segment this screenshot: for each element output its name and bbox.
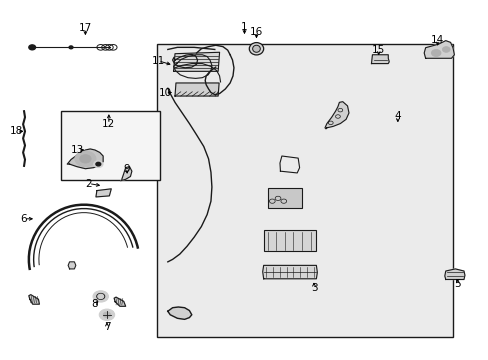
Circle shape — [103, 312, 111, 318]
Circle shape — [442, 47, 449, 52]
Text: 1: 1 — [241, 22, 247, 32]
Text: 8: 8 — [91, 299, 98, 309]
Polygon shape — [96, 189, 111, 197]
Text: 6: 6 — [20, 214, 27, 224]
Text: 15: 15 — [371, 45, 385, 55]
Circle shape — [97, 294, 104, 299]
Text: 14: 14 — [430, 35, 443, 45]
Circle shape — [69, 46, 73, 49]
Polygon shape — [262, 265, 317, 279]
Ellipse shape — [252, 45, 260, 52]
Text: 9: 9 — [123, 165, 130, 174]
Polygon shape — [29, 294, 40, 304]
Circle shape — [93, 291, 108, 302]
Circle shape — [430, 49, 440, 57]
Polygon shape — [444, 269, 464, 279]
Text: 17: 17 — [79, 23, 92, 33]
Polygon shape — [424, 41, 453, 58]
Polygon shape — [67, 149, 103, 169]
Bar — [61, 111, 160, 180]
Polygon shape — [121, 167, 132, 181]
Circle shape — [99, 309, 114, 320]
Text: 3: 3 — [310, 283, 317, 293]
Polygon shape — [68, 262, 76, 269]
Text: 13: 13 — [71, 145, 84, 155]
Polygon shape — [114, 297, 125, 306]
Polygon shape — [167, 307, 191, 319]
Text: 16: 16 — [249, 27, 263, 37]
Circle shape — [80, 154, 91, 163]
Bar — [263, 230, 316, 251]
Circle shape — [96, 162, 101, 166]
Polygon shape — [173, 52, 219, 71]
Bar — [267, 188, 302, 208]
Text: 10: 10 — [159, 87, 172, 98]
Text: 7: 7 — [103, 322, 110, 332]
Text: 11: 11 — [151, 56, 164, 66]
Text: 12: 12 — [102, 119, 115, 129]
Circle shape — [29, 45, 36, 50]
Text: 5: 5 — [453, 279, 460, 289]
Polygon shape — [371, 55, 388, 64]
Bar — [157, 44, 452, 337]
Polygon shape — [172, 54, 197, 68]
Circle shape — [93, 161, 103, 168]
Ellipse shape — [249, 42, 263, 55]
Text: 4: 4 — [394, 112, 400, 121]
Text: 2: 2 — [85, 179, 92, 189]
Circle shape — [98, 294, 103, 298]
Circle shape — [75, 151, 96, 167]
Polygon shape — [325, 102, 348, 129]
Text: 18: 18 — [10, 126, 23, 136]
Polygon shape — [175, 83, 219, 96]
